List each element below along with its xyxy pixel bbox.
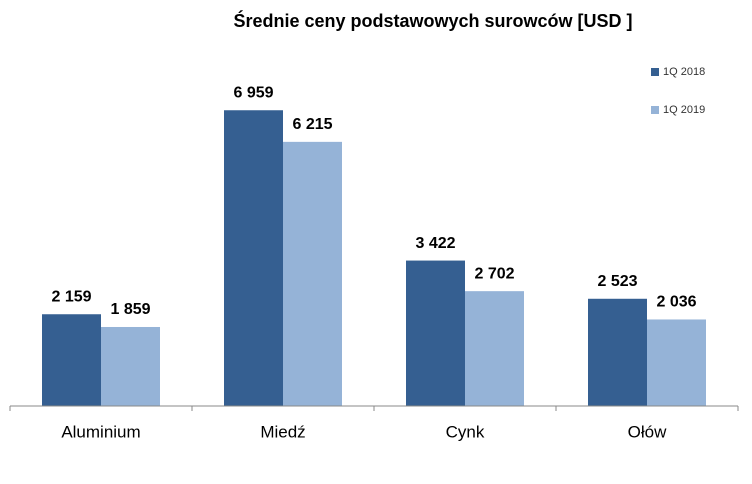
- bar: [406, 260, 465, 406]
- value-label: 2 523: [597, 273, 637, 290]
- bar: [224, 110, 283, 407]
- legend-swatch: [651, 106, 659, 114]
- value-label: 6 215: [292, 116, 332, 133]
- x-tick-label: Miedź: [260, 422, 305, 441]
- bar: [101, 326, 160, 406]
- value-label: 2 036: [656, 294, 696, 311]
- bar: [283, 141, 342, 407]
- legend-label: 1Q 2018: [663, 66, 705, 78]
- legend-swatch: [651, 68, 659, 76]
- bar: [465, 291, 524, 406]
- value-label: 1 859: [110, 301, 150, 318]
- value-label: 2 159: [51, 288, 91, 305]
- value-label: 6 959: [233, 84, 273, 101]
- legend-label: 1Q 2019: [663, 104, 705, 116]
- bar: [647, 319, 706, 406]
- value-label: 2 702: [474, 265, 514, 282]
- x-tick-label: Ołów: [628, 422, 667, 441]
- value-label: 3 422: [415, 235, 455, 252]
- bar: [42, 314, 101, 406]
- x-tick-label: Aluminium: [61, 422, 140, 441]
- bar: [588, 298, 647, 406]
- chart-title: Średnie ceny podstawowych surowców [USD …: [233, 10, 632, 31]
- x-tick-label: Cynk: [446, 422, 485, 441]
